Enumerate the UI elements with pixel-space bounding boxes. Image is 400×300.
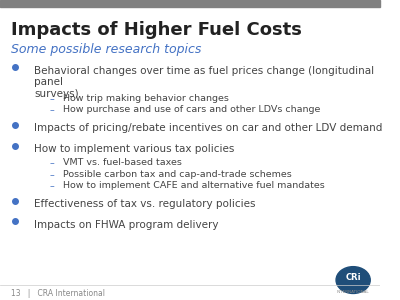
Text: Behavioral changes over time as fuel prices change (longitudinal panel
surveys): Behavioral changes over time as fuel pri…: [34, 65, 374, 99]
Text: How purchase and use of cars and other LDVs change: How purchase and use of cars and other L…: [63, 106, 320, 115]
Text: 13   |   CRA International: 13 | CRA International: [11, 289, 105, 298]
Bar: [0, 0, 380, 8]
Text: CRi: CRi: [345, 273, 361, 282]
Text: Some possible research topics: Some possible research topics: [11, 43, 202, 56]
Text: –: –: [49, 171, 54, 180]
Text: How to implement various tax policies: How to implement various tax policies: [34, 144, 234, 154]
Text: How to implement CAFE and alternative fuel mandates: How to implement CAFE and alternative fu…: [63, 181, 324, 190]
Text: Impacts on FHWA program delivery: Impacts on FHWA program delivery: [34, 220, 219, 230]
Text: INTERNATIONAL: INTERNATIONAL: [337, 290, 370, 295]
Text: How trip making behavior changes: How trip making behavior changes: [63, 94, 228, 103]
Text: Impacts of pricing/rebate incentives on car and other LDV demand: Impacts of pricing/rebate incentives on …: [34, 123, 382, 133]
Text: –: –: [49, 106, 54, 116]
Text: Effectiveness of tax vs. regulatory policies: Effectiveness of tax vs. regulatory poli…: [34, 199, 256, 209]
Text: Possible carbon tax and cap-and-trade schemes: Possible carbon tax and cap-and-trade sc…: [63, 170, 292, 179]
Circle shape: [336, 267, 370, 293]
Text: –: –: [49, 159, 54, 168]
Text: Impacts of Higher Fuel Costs: Impacts of Higher Fuel Costs: [11, 21, 302, 39]
Text: –: –: [49, 182, 54, 191]
Text: VMT vs. fuel-based taxes: VMT vs. fuel-based taxes: [63, 158, 182, 167]
Text: –: –: [49, 95, 54, 104]
